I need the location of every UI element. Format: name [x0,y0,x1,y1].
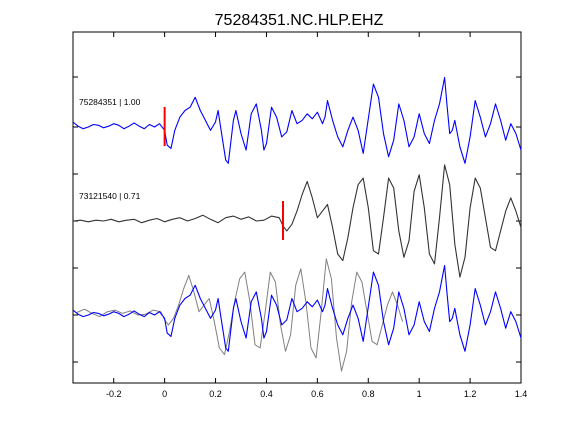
overlay-target-line [72,264,522,352]
x-axis: -0.2 0 0.2 0.4 0.6 0.8 1 1.2 1.4 [106,32,527,399]
trace-line-2 [72,164,522,278]
chart-title: 75284351.NC.HLP.EHZ [215,12,384,29]
x-tick-label: 0 [162,389,167,399]
trace-line-1 [72,76,522,164]
x-tick-label: -0.2 [106,389,122,399]
trace-labels: 75284351 | 1.00 73121540 | 0.71 [79,97,141,201]
x-tick-label: 0.4 [260,389,273,399]
plot-frame [72,31,522,384]
trace-label-1: 75284351 | 1.00 [79,97,141,107]
x-tick-label: 0.2 [209,389,222,399]
x-tick-label: 1.4 [515,389,528,399]
traces [72,76,522,372]
y-ticks [73,76,521,363]
x-tick-label: 0.8 [362,389,375,399]
overlay-reference-line [76,258,404,372]
trace-label-2: 73121540 | 0.71 [79,191,141,201]
x-tick-label: 1.2 [464,389,477,399]
x-tick-label: 0.6 [311,389,324,399]
x-tick-label: 1 [417,389,422,399]
